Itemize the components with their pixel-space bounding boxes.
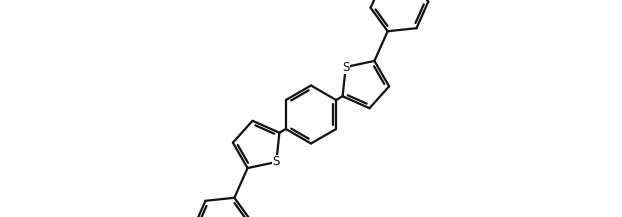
- Text: S: S: [272, 155, 280, 168]
- Text: S: S: [342, 61, 350, 74]
